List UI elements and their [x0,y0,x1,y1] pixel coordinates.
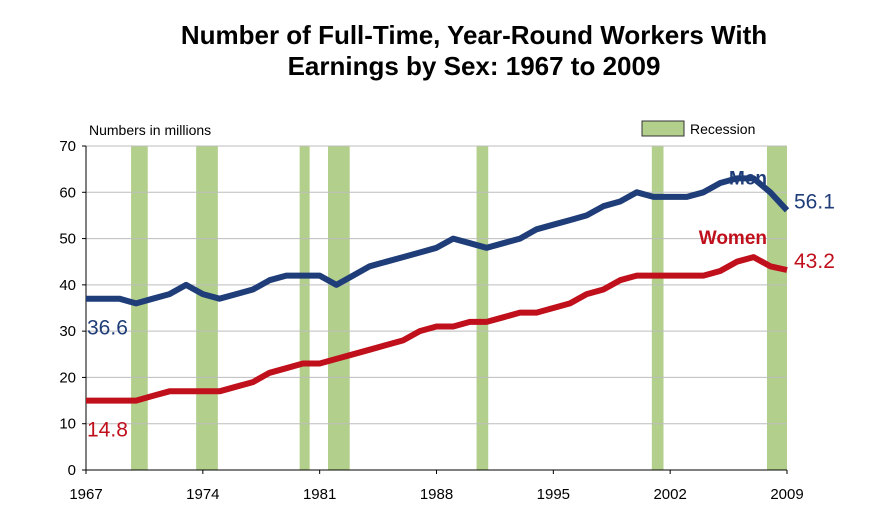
series-labels: Men 56.1 36.6 Women 43.2 14.8 [87,168,835,441]
recession-band-6 [651,146,664,470]
series-start-value-women: 14.8 [87,419,128,442]
legend-recession-label: Recession [690,121,755,137]
series-end-value-men: 56.1 [794,190,835,213]
y-tick-label-0: 0 [68,462,76,479]
recession-band-1 [131,146,148,470]
gridlines [86,145,787,425]
y-tick-label-10: 10 [59,416,76,433]
chart-title-line1: Number of Full-Time, Year-Round Workers … [180,20,768,50]
series-start-value-men: 36.6 [87,317,128,340]
y-tick-label-50: 50 [59,231,76,248]
series-end-value-women: 43.2 [794,250,835,273]
x-tick-label-1995: 1995 [537,486,570,503]
legend-recession-swatch [641,120,685,137]
x-tick-label-2009: 2009 [770,486,803,503]
x-tick-label-1967: 1967 [69,486,102,503]
y-tick-label-40: 40 [59,277,76,294]
y-tick-label-30: 30 [59,323,76,340]
recession-band-3 [299,146,310,470]
series-lines [86,175,790,404]
axes: 0 10 20 30 40 50 60 70 1967 1974 1981 1988 1995 2002 2… [59,138,803,503]
series-line-women [86,254,788,404]
y-axis-units-label: Numbers in millions [89,122,211,138]
recession-band-5 [476,146,489,470]
y-tick-label-70: 70 [59,138,76,155]
recession-band-2 [196,146,218,470]
series-name-label-women: Women [699,228,767,249]
x-tick-label-2002: 2002 [653,486,686,503]
recession-bands [131,146,787,470]
legend: Recession [641,120,755,137]
x-tick-label-1974: 1974 [186,486,219,503]
y-tick-label-20: 20 [59,369,76,386]
x-tick-label-1981: 1981 [303,486,336,503]
recession-band-4 [328,146,350,470]
chart-title: Number of Full-Time, Year-Round Workers … [0,20,896,82]
x-tick-label-1988: 1988 [420,486,453,503]
y-tick-label-60: 60 [59,184,76,201]
chart-title-line2: Earnings by Sex: 1967 to 2009 [287,51,661,81]
series-name-label-men: Men [729,168,767,189]
recession-band-7 [766,146,787,470]
series-line-men [86,175,790,307]
